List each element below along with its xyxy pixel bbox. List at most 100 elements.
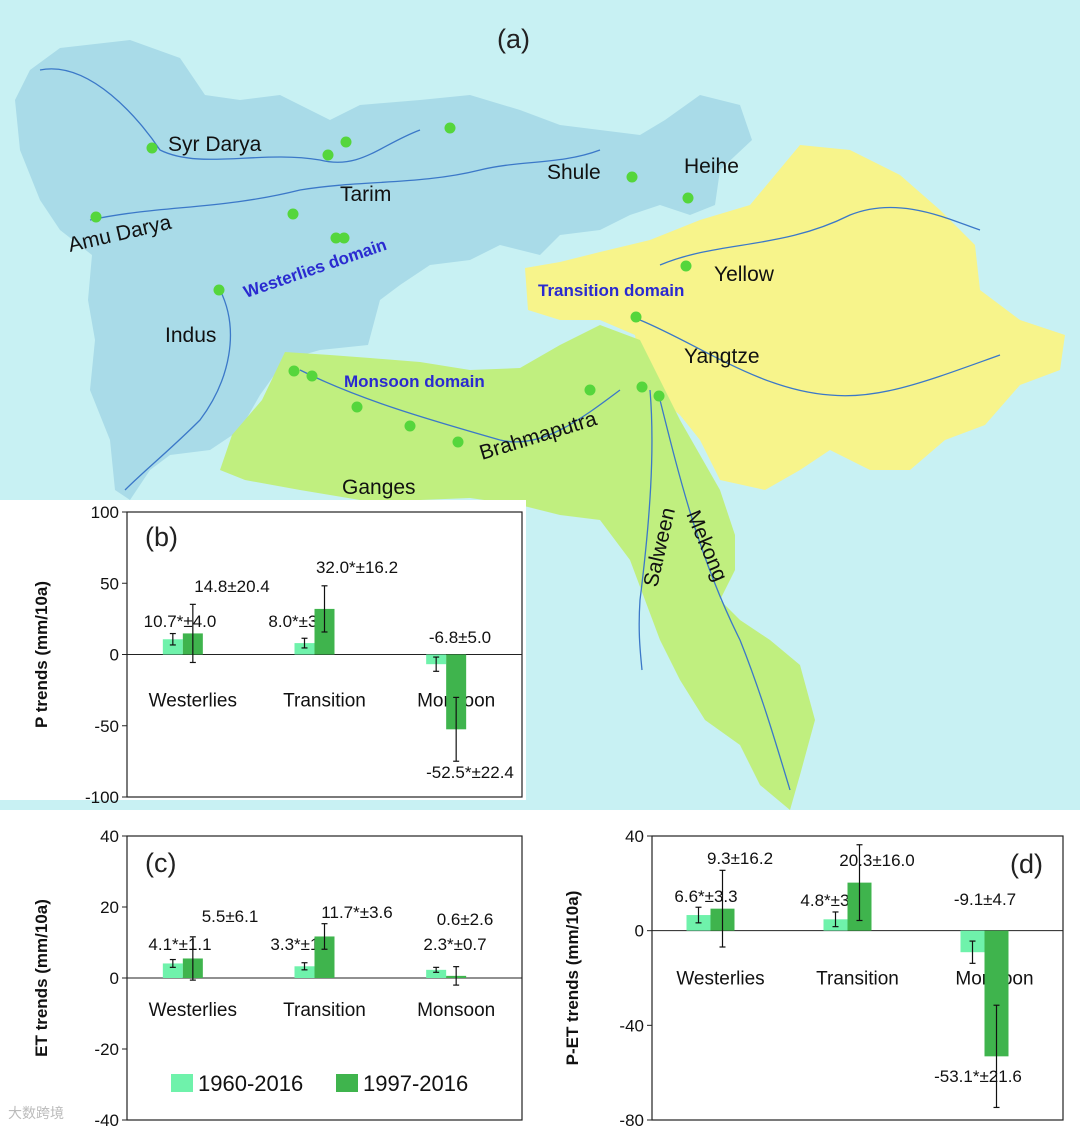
domain-label-monsoon: Monsoon domain (344, 372, 485, 391)
y-tick-label: 100 (91, 503, 119, 522)
station-marker (636, 381, 648, 393)
panel-label: (b) (145, 522, 178, 552)
category-label: Westerlies (149, 691, 237, 712)
transition-region (525, 145, 1065, 490)
station-marker (351, 401, 363, 413)
data-label: 14.8±20.4 (194, 577, 270, 596)
westerlies-region (15, 40, 752, 500)
basin-label-tarim: Tarim (340, 183, 391, 206)
station-marker (626, 171, 638, 183)
bar (294, 643, 315, 655)
station-marker (653, 390, 665, 402)
y-tick-label: 40 (625, 827, 644, 846)
y-tick-label: -40 (619, 1016, 644, 1035)
data-label: 20.3±16.0 (839, 851, 915, 870)
legend-swatch-1960-2016 (171, 1074, 193, 1092)
data-label: 6.6*±3.3 (674, 887, 737, 906)
category-label: Westerlies (676, 969, 764, 990)
basin-label-heihe: Heihe (684, 155, 739, 178)
station-marker (682, 192, 694, 204)
station-marker (584, 384, 596, 396)
station-marker (288, 365, 300, 377)
river-line (659, 206, 981, 266)
river-line (39, 68, 421, 163)
station-marker (322, 149, 334, 161)
data-label: -9.1±4.7 (954, 890, 1016, 909)
category-label: Transition (816, 969, 899, 990)
station-marker (452, 436, 464, 448)
legend-label-1960-2016: 1960-2016 (198, 1071, 303, 1096)
station-marker (90, 211, 102, 223)
data-label: 32.0*±16.2 (316, 558, 398, 577)
chart-et-trends: 40 20 0 -20 -40 ET trends (mm/10a) (c) Westerli… (32, 827, 523, 1130)
data-label: 11.7*±3.6 (321, 903, 392, 922)
y-tick-label: 0 (110, 646, 119, 665)
basin-label-shule: Shule (547, 161, 601, 184)
basin-label-syr-darya: Syr Darya (168, 133, 262, 156)
basin-label-yellow: Yellow (714, 263, 775, 286)
y-tick-label: 20 (100, 898, 119, 917)
legend: 1960-2016 1997-2016 (171, 1071, 468, 1096)
legend-label-1997-2016: 1997-2016 (363, 1071, 468, 1096)
chart-p-trends: 100 50 0 -50 -100 P trends (mm/10a) (b) Westerl… (32, 503, 523, 807)
basin-label-ganges: Ganges (342, 476, 416, 499)
rivers (39, 68, 1001, 791)
data-label: -6.8±5.0 (429, 628, 491, 647)
river-line (124, 289, 231, 491)
domain-label-transition: Transition domain (538, 281, 684, 300)
bar (294, 966, 315, 978)
watermark-text: 大数跨境 (8, 1105, 64, 1121)
station-marker (680, 260, 692, 272)
y-tick-label: -80 (619, 1111, 644, 1130)
station-marker (146, 142, 158, 154)
station-marker (287, 208, 299, 220)
data-label: 2.3*±0.7 (423, 935, 486, 954)
y-tick-label: 40 (100, 827, 119, 846)
bar (314, 936, 335, 978)
panel-b-background (0, 500, 526, 800)
basin-label-indus: Indus (165, 324, 216, 347)
y-tick-label: -50 (94, 717, 119, 736)
data-label: -53.1*±21.6 (934, 1067, 1022, 1086)
legend-swatch-1997-2016 (336, 1074, 358, 1092)
river-line (89, 149, 601, 221)
bar (446, 654, 467, 730)
y-axis-label: ET trends (mm/10a) (32, 899, 51, 1057)
river-line (638, 389, 653, 671)
category-label: Westerlies (149, 1000, 237, 1021)
data-label: -52.5*±22.4 (426, 763, 514, 782)
bar (162, 963, 183, 978)
basin-label-yangtze: Yangtze (684, 345, 760, 368)
river-line (639, 319, 1001, 397)
y-tick-label: -40 (94, 1111, 119, 1130)
station-marker (338, 232, 350, 244)
y-tick-label: 0 (110, 969, 119, 988)
station-marker (330, 232, 342, 244)
panel-label: (c) (145, 848, 176, 878)
data-label: 9.3±16.2 (707, 849, 773, 868)
category-label: Transition (283, 691, 366, 712)
data-label: 0.6±2.6 (437, 910, 494, 929)
bar (162, 639, 183, 655)
map-panel-label: (a) (497, 24, 530, 54)
y-tick-label: -100 (85, 788, 119, 807)
monsoon-region (220, 325, 815, 810)
station-markers (90, 122, 694, 448)
station-marker (340, 136, 352, 148)
plot-frame (651, 835, 1064, 1121)
category-label: Transition (283, 1000, 366, 1021)
station-marker (630, 311, 642, 323)
bar (426, 969, 447, 978)
y-tick-label: 0 (635, 922, 644, 941)
y-axis-label: P trends (mm/10a) (32, 581, 51, 728)
panel-label: (d) (1010, 849, 1043, 879)
y-axis-label: P-ET trends (mm/10a) (563, 891, 582, 1066)
station-marker (213, 284, 225, 296)
y-tick-label: 50 (100, 574, 119, 593)
y-tick-label: -20 (94, 1040, 119, 1059)
chart-p-et-trends: 40 0 -40 -80 P-ET trends (mm/10a) (d) Westerli… (563, 827, 1064, 1130)
river-line (299, 369, 621, 443)
data-label: 10.7*±4.0 (144, 612, 217, 631)
category-label: Monsoon (417, 1000, 495, 1021)
